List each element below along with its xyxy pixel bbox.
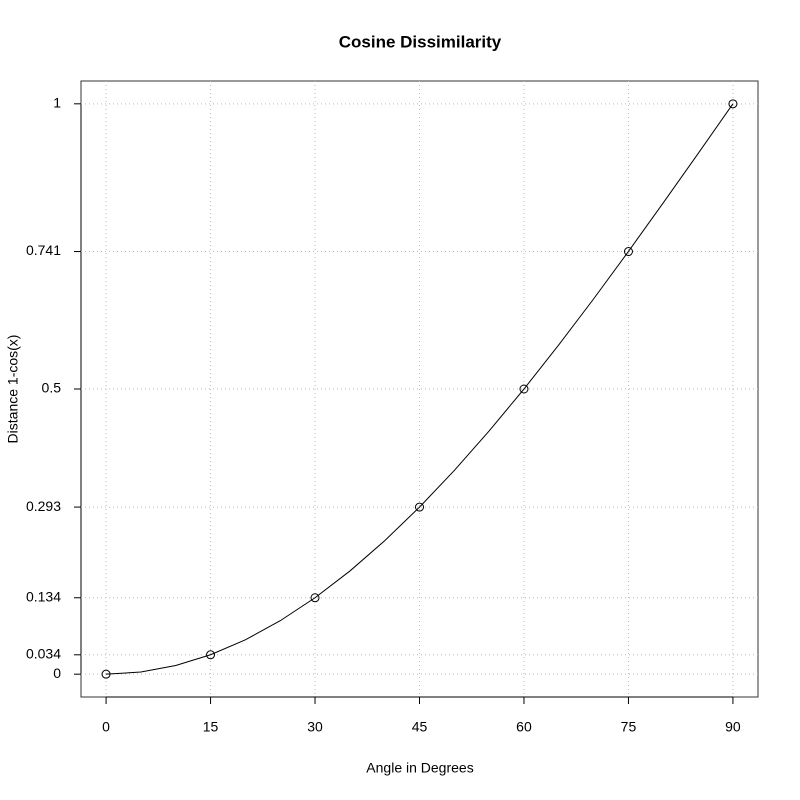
data-point [206, 650, 216, 660]
data-point [728, 99, 738, 109]
x-tick-label: 60 [516, 719, 532, 735]
data-point [623, 247, 633, 257]
y-tick-label: 0.034 [26, 645, 61, 661]
y-tick-label: 0 [53, 665, 61, 681]
data-line [106, 103, 734, 675]
x-axis-label: Angle in Degrees [366, 760, 473, 776]
x-tick-label: 90 [725, 719, 741, 735]
data-point [519, 384, 529, 394]
y-tick-label: 1 [53, 95, 61, 111]
x-tick-label: 75 [621, 719, 637, 735]
data-point [310, 593, 320, 603]
x-tick-label: 30 [307, 719, 323, 735]
y-tick-label: 0.134 [26, 588, 61, 604]
x-tick-label: 45 [412, 719, 428, 735]
y-tick-label: 0.741 [26, 242, 61, 258]
x-tick-label: 15 [203, 719, 219, 735]
y-tick-label: 0.5 [42, 380, 62, 396]
data-point [101, 669, 111, 679]
y-axis-label: Distance 1-cos(x) [5, 335, 21, 444]
chart-title: Cosine Dissimilarity [339, 32, 502, 51]
x-tick-label: 0 [102, 719, 110, 735]
data-point [415, 502, 424, 512]
y-tick-label: 0.293 [26, 498, 61, 514]
